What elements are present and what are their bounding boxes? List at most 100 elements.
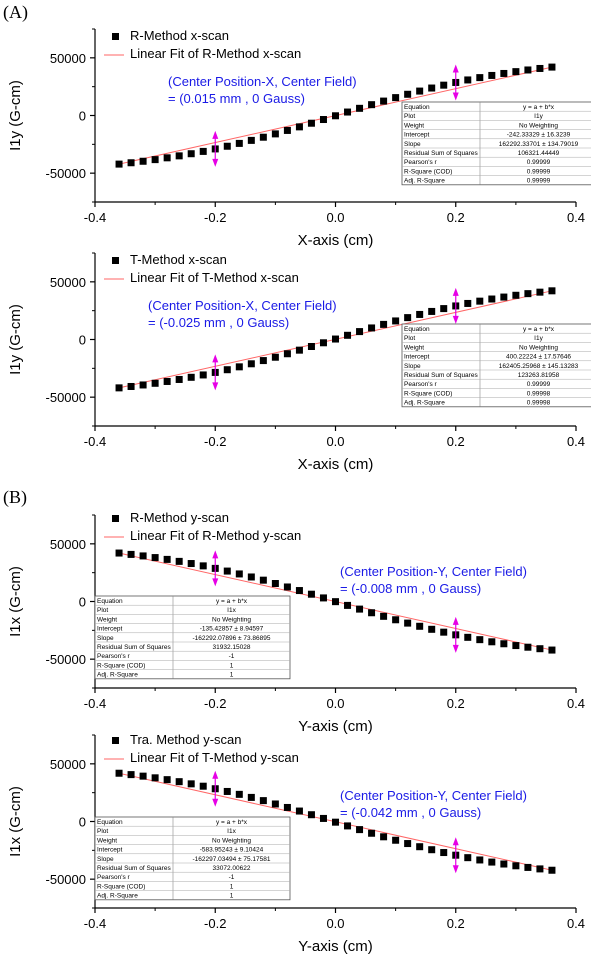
y-tick-label: 0 — [79, 595, 86, 610]
annotation-line-2: = (0.015 mm , 0 Gauss) — [168, 91, 305, 106]
fit-table-value: 0.99999 — [527, 381, 551, 388]
data-point — [271, 353, 279, 361]
fit-table-frame — [401, 101, 591, 186]
annotation-line-1: (Center Position-Y, Center Field) — [340, 564, 527, 579]
fit-table-key: Adj. R-Square — [97, 672, 138, 679]
data-point — [175, 778, 183, 786]
x-tick-label: 0.0 — [326, 434, 344, 449]
fit-table-key: Weight — [97, 837, 117, 844]
data-point — [295, 123, 303, 131]
fit-table-value: 0.99998 — [527, 390, 551, 397]
data-point — [476, 74, 484, 82]
arrow-head-down — [452, 315, 459, 324]
x-tick-label: 0.0 — [326, 916, 344, 931]
fit-table-key: Equation — [97, 598, 123, 605]
fit-table-frame — [94, 816, 291, 901]
arrow-head-up — [212, 770, 219, 779]
data-point — [512, 291, 520, 299]
data-point — [380, 833, 388, 841]
fit-table-key: Intercept — [97, 847, 122, 854]
legend: R-Method y-scan Linear Fit of R-Method y-… — [104, 510, 301, 543]
arrow-head-up — [452, 64, 459, 73]
fit-table-key: Adj. R-Square — [97, 893, 138, 900]
data-point — [127, 771, 135, 779]
data-point — [524, 863, 532, 871]
fit-table-value: I1x — [227, 828, 236, 835]
arrow-head-up — [212, 130, 219, 139]
fit-table: Equation y = a + b*x Plot I1x Weight No Weigh… — [94, 595, 291, 680]
position-marker-arrow — [452, 616, 459, 653]
fit-table-value: 106321.44449 — [518, 150, 560, 157]
x-tick-label: 0.2 — [447, 916, 465, 931]
data-point — [416, 622, 424, 630]
fit-table-key: R-Square (COD) — [97, 883, 145, 890]
data-point — [500, 69, 508, 77]
data-point — [223, 366, 231, 374]
y-tick-label: -50000 — [46, 872, 86, 887]
arrow-head-up — [212, 354, 219, 363]
arrow-head-down — [452, 644, 459, 653]
annotation-line-1: (Center Position-X, Center Field) — [168, 74, 357, 89]
data-point — [392, 836, 400, 844]
fit-table-value: -162292.07896 ± 73.86895 — [192, 635, 270, 642]
fit-table-key: Pearson's r — [404, 381, 438, 388]
y-tick-label: 0 — [79, 333, 86, 348]
data-point — [127, 550, 135, 558]
x-tick-label: -0.2 — [204, 210, 226, 225]
legend-label-data: Tra. Method y-scan — [130, 732, 242, 747]
data-point — [440, 305, 448, 313]
fit-table-value: y = a + b*x — [216, 598, 248, 605]
fit-table-value: 162405.25968 ± 145.13283 — [499, 363, 579, 370]
data-point — [283, 583, 291, 591]
data-point — [199, 371, 207, 379]
fit-table-key: Pearson's r — [97, 653, 131, 660]
data-point — [175, 557, 183, 565]
fit-table-key: Pearson's r — [404, 159, 438, 166]
data-point — [512, 862, 520, 870]
legend-label-data: R-Method x-scan — [130, 28, 229, 43]
data-point — [512, 68, 520, 76]
data-point — [283, 803, 291, 811]
x-tick-label: -0.4 — [84, 916, 106, 931]
data-point — [247, 573, 255, 581]
data-point — [380, 97, 388, 105]
data-point — [368, 829, 376, 837]
x-tick-label: 0.2 — [447, 210, 465, 225]
data-point — [187, 780, 195, 788]
x-tick-label: 0.2 — [447, 696, 465, 711]
fit-table-key: Slope — [97, 856, 114, 863]
y-tick-label: 0 — [79, 109, 86, 124]
data-point — [500, 860, 508, 868]
fit-table-frame — [401, 323, 591, 408]
data-point — [332, 335, 339, 343]
data-point — [464, 633, 472, 641]
fit-table-key: R-Square (COD) — [404, 168, 452, 175]
fit-table-value: y = a + b*x — [216, 819, 248, 826]
data-point — [175, 152, 183, 160]
fit-table-value: 0.99999 — [527, 159, 551, 166]
data-point — [548, 287, 556, 295]
chart-1: -0.4 -0.2 0.0 0.2 0.4 50000 0 -50000 X-axis (cm)… — [7, 28, 591, 249]
chart-3: -0.4 -0.2 0.0 0.2 0.4 50000 0 -50000 Y-axis (cm)… — [7, 510, 585, 735]
data-point — [392, 317, 400, 325]
fit-table: Equation y = a + b*x Plot I1x Weight No Weigh… — [94, 816, 291, 901]
data-point — [500, 640, 508, 648]
fit-table-key: Weight — [97, 616, 117, 623]
fit-table-key: Pearson's r — [97, 874, 131, 881]
data-point — [392, 616, 400, 624]
data-point — [368, 101, 376, 109]
x-tick-label: -0.4 — [84, 434, 106, 449]
fit-table-key: Residual Sum of Squares — [404, 150, 478, 157]
data-point — [536, 645, 544, 653]
fit-table-key: Intercept — [404, 354, 429, 361]
chart-2: -0.4 -0.2 0.0 0.2 0.4 50000 0 -50000 X-axis (cm)… — [7, 252, 591, 473]
x-axis-label: X-axis (cm) — [298, 456, 374, 473]
x-tick-label: 0.2 — [447, 434, 465, 449]
y-axis-label: I1x (G-cm) — [7, 566, 24, 637]
data-point — [344, 822, 352, 830]
annotation-line-1: (Center Position-X, Center Field) — [148, 298, 337, 313]
position-marker-arrow — [452, 287, 459, 324]
fit-table-key: Residual Sum of Squares — [97, 644, 171, 651]
fit-table-value: 0.99999 — [527, 178, 551, 185]
annotation-line-2: = (-0.025 mm , 0 Gauss) — [148, 315, 289, 330]
